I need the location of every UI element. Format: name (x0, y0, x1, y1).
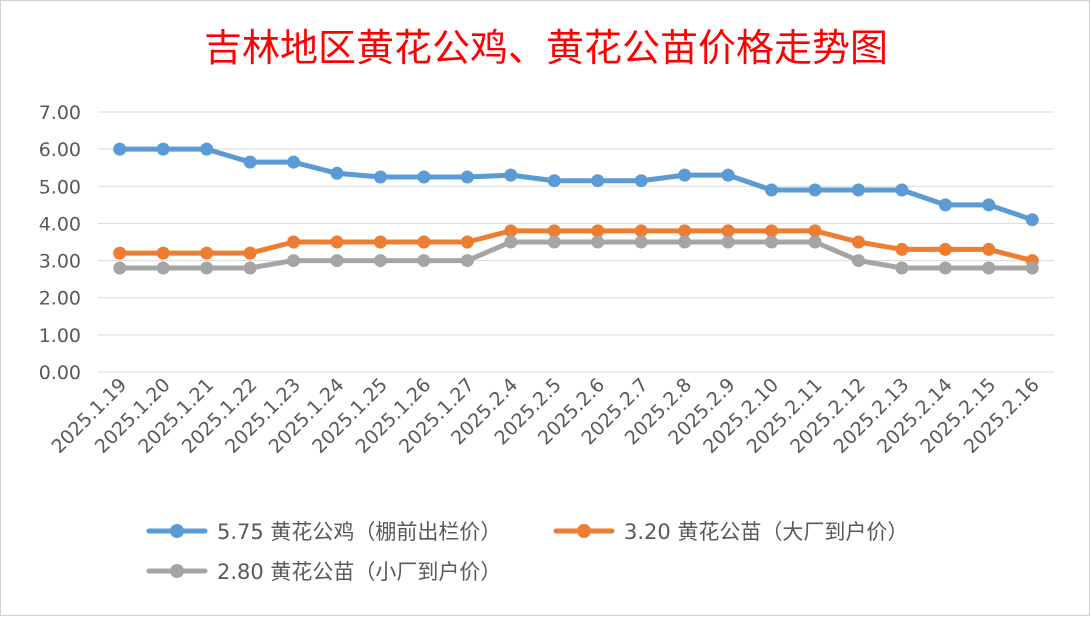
data-point (721, 235, 735, 249)
data-point (460, 170, 474, 184)
data-point (634, 224, 648, 238)
legend-item-2: 2.80 黄花公苗（小厂到户价） (146, 560, 501, 584)
data-point (982, 198, 996, 212)
data-point (765, 224, 779, 238)
data-point (156, 246, 170, 260)
data-point (938, 261, 952, 275)
data-point (547, 174, 561, 188)
chart-title: 吉林地区黄花公鸡、黄花公苗价格走势图 (204, 26, 888, 70)
legend-marker (577, 524, 591, 538)
data-point (808, 235, 822, 249)
data-point (243, 246, 257, 260)
legend-item-0: 5.75 黄花公鸡（棚前出栏价） (146, 520, 501, 544)
data-point (373, 254, 387, 268)
y-tick-label: 4.00 (39, 213, 81, 235)
data-point (460, 235, 474, 249)
data-point (678, 235, 692, 249)
legend-label: 2.80 黄花公苗（小厂到户价） (217, 560, 501, 584)
legend-label: 5.75 黄花公鸡（棚前出栏价） (217, 520, 501, 544)
data-point (678, 224, 692, 238)
data-point (938, 242, 952, 256)
y-tick-label: 3.00 (39, 251, 81, 273)
data-point (895, 183, 909, 197)
data-point (504, 235, 518, 249)
data-point (243, 155, 257, 169)
y-axis-ticks: 0.00 1.00 2.00 3.00 4.00 5.00 6.00 7.00 (39, 102, 81, 384)
data-point (678, 168, 692, 182)
data-point (156, 142, 170, 156)
data-point (808, 224, 822, 238)
data-point (243, 261, 257, 275)
data-point (200, 261, 214, 275)
data-point (460, 254, 474, 268)
legend: 5.75 黄花公鸡（棚前出栏价） 3.20 黄花公苗（大厂到户价） 2.80 黄花公… (146, 520, 908, 584)
data-point (113, 246, 127, 260)
data-point (113, 261, 127, 275)
y-tick-label: 0.00 (39, 362, 81, 384)
grid-lines (98, 111, 1054, 373)
data-point (373, 170, 387, 184)
x-axis-ticks: 2025.1.192025.1.202025.1.212025.1.222025… (47, 374, 1043, 458)
data-point (634, 174, 648, 188)
series-lines (113, 142, 1039, 275)
data-point (982, 242, 996, 256)
data-point (765, 235, 779, 249)
series-0 (113, 142, 1039, 227)
y-tick-label: 5.00 (39, 176, 81, 198)
y-tick-label: 2.00 (39, 288, 81, 310)
data-point (417, 170, 431, 184)
data-point (200, 246, 214, 260)
data-point (156, 261, 170, 275)
series-2 (113, 235, 1039, 275)
y-tick-label: 1.00 (39, 325, 81, 347)
data-point (330, 235, 344, 249)
data-point (1025, 261, 1039, 275)
data-point (373, 235, 387, 249)
data-point (1025, 213, 1039, 227)
series-line (117, 146, 1035, 223)
data-point (591, 174, 605, 188)
data-point (938, 198, 952, 212)
data-point (504, 168, 518, 182)
data-point (591, 235, 605, 249)
data-point (287, 235, 301, 249)
data-point (547, 235, 561, 249)
data-point (895, 242, 909, 256)
legend-marker (170, 524, 184, 538)
data-point (287, 254, 301, 268)
legend-item-1: 3.20 黄花公苗（大厂到户价） (553, 520, 908, 544)
data-point (982, 261, 996, 275)
y-tick-label: 7.00 (39, 102, 81, 124)
data-point (330, 166, 344, 180)
data-point (895, 261, 909, 275)
data-point (721, 168, 735, 182)
data-point (851, 235, 865, 249)
legend-marker (170, 564, 184, 578)
data-point (851, 183, 865, 197)
data-point (808, 183, 822, 197)
data-point (417, 235, 431, 249)
series-line (117, 228, 1035, 264)
data-point (330, 254, 344, 268)
data-point (200, 142, 214, 156)
y-tick-label: 6.00 (39, 139, 81, 161)
data-point (113, 142, 127, 156)
data-point (591, 224, 605, 238)
data-point (721, 224, 735, 238)
data-point (851, 254, 865, 268)
series-line (117, 239, 1035, 271)
data-point (417, 254, 431, 268)
data-point (287, 155, 301, 169)
series-1 (113, 224, 1039, 268)
data-point (547, 224, 561, 238)
data-point (504, 224, 518, 238)
legend-label: 3.20 黄花公苗（大厂到户价） (624, 520, 908, 544)
data-point (634, 235, 648, 249)
data-point (765, 183, 779, 197)
